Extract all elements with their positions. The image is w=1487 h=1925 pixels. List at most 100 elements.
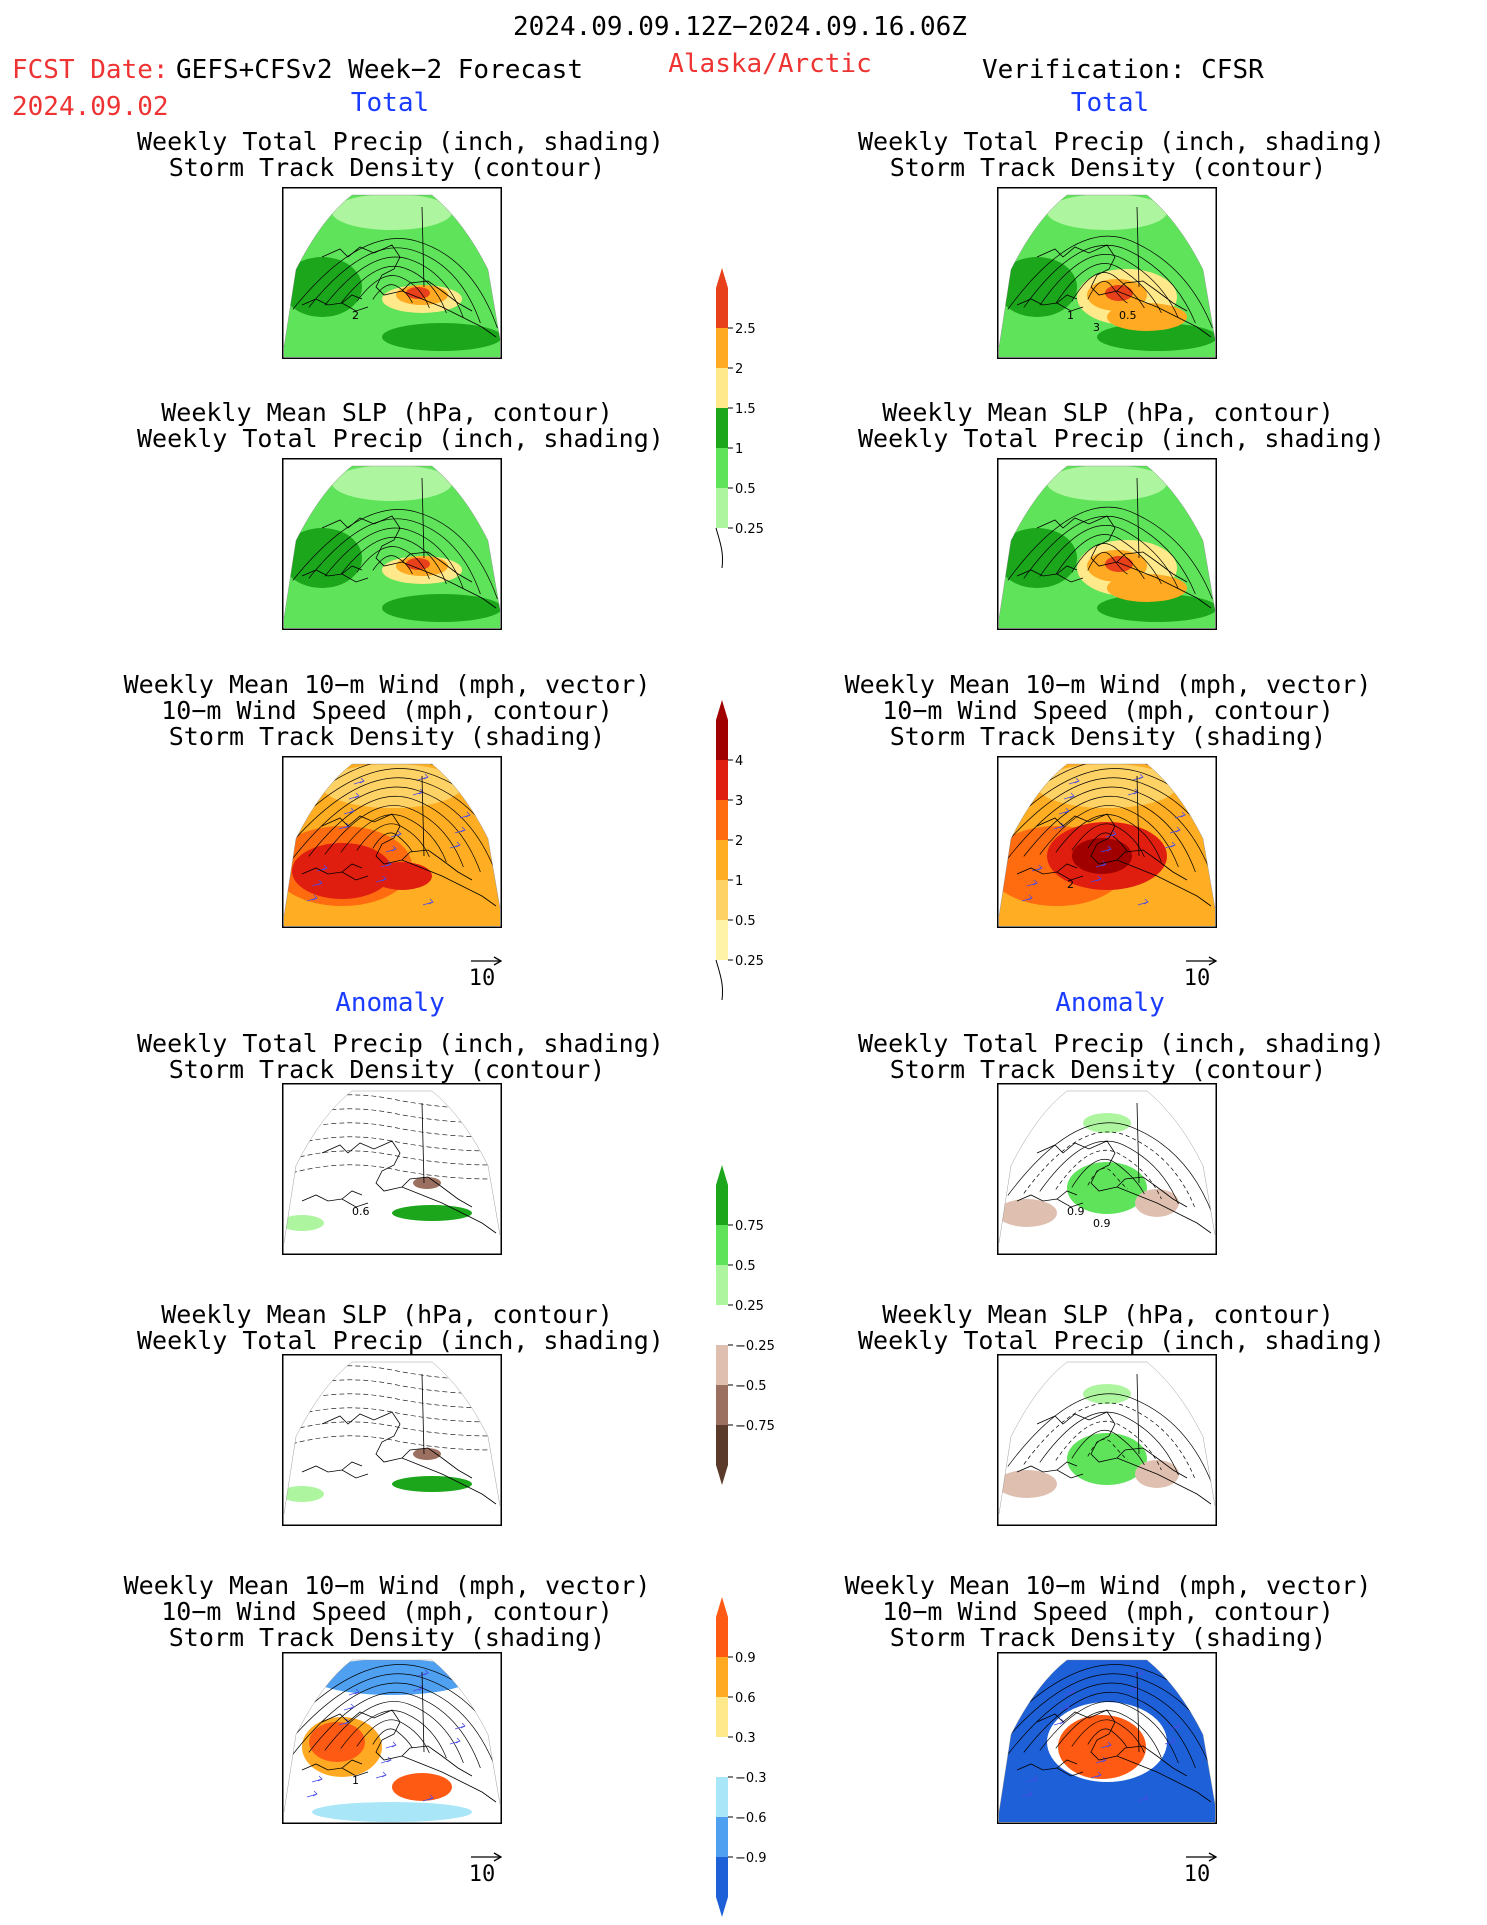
colorbar-tick-label: 1.5: [735, 402, 756, 417]
map-sector: [284, 195, 500, 357]
title-obs-total-slp-1: Weekly Mean SLP (hPa, contour): [882, 398, 1334, 427]
sector-edge: [283, 1090, 501, 1244]
sector-edge: [283, 194, 501, 348]
contour-label: 0.5: [1119, 309, 1137, 322]
colorbar-segment: [716, 368, 728, 408]
colorbar-segment: [716, 1857, 728, 1897]
title-obs-anom-precip-1: Weekly Total Precip (inch, shading): [858, 1029, 1385, 1058]
contour-label: 0.9: [1067, 1205, 1085, 1218]
shade-blob: [1047, 466, 1167, 501]
title-obs-anom-slp-2: Weekly Total Precip (inch, shading): [858, 1326, 1385, 1355]
colorbar-tick-label: −0.25: [735, 1339, 775, 1354]
contour-label: 2: [352, 309, 359, 322]
arrow-right-icon: [471, 1852, 503, 1862]
vector-ref-arrow-1: [462, 954, 512, 970]
colorbar-tick-label: 0.3: [735, 1731, 756, 1746]
colorbar-tick-label: 1: [735, 874, 743, 889]
panel-frame: [997, 1083, 1217, 1255]
colorbar-tick-label: 0.5: [735, 1259, 756, 1274]
panel-frame: [282, 756, 502, 928]
colorbar-tick-label: 2.5: [735, 322, 756, 337]
colorbar-top-triangle: [716, 1165, 728, 1185]
shade-blob: [1067, 1162, 1147, 1214]
section-anomaly-left: Anomaly: [335, 988, 445, 1018]
panel-frame: [282, 1354, 502, 1526]
colorbar-tick-label: 2: [735, 834, 743, 849]
contour-label: 0.6: [352, 1205, 370, 1218]
shade-blob: [1097, 594, 1215, 622]
colorbar-segment: [716, 800, 728, 840]
contour-lines: [1007, 1122, 1213, 1215]
colorbar-tick-label: 0.9: [735, 1651, 756, 1666]
colorbar-segment: [716, 920, 728, 960]
panel-frame: [997, 756, 1217, 928]
shade-blob: [1067, 1433, 1147, 1485]
sector-edge: [283, 1361, 501, 1515]
colorbar-tick-label: 4: [735, 754, 743, 769]
wind-vectors: [1016, 769, 1186, 906]
title-fcst-total-slp-2: Weekly Total Precip (inch, shading): [137, 424, 664, 453]
shade-blob: [312, 1660, 472, 1695]
colorbar-segment: [716, 1737, 728, 1777]
section-anomaly-right: Anomaly: [1055, 988, 1165, 1018]
colorbar-tick-label: −0.75: [735, 1419, 775, 1434]
panel-frame: [997, 1652, 1217, 1824]
map-sector: [284, 466, 500, 628]
title-fcst-total-precip-1: Weekly Total Precip (inch, shading): [137, 127, 664, 156]
title-fcst-anom-slp-2: Weekly Total Precip (inch, shading): [137, 1326, 664, 1355]
colorbar-segment: [716, 1777, 728, 1817]
colorbar-precip-total: 0.25 0.5 1 1.5 2 2.5: [715, 268, 776, 569]
map-obs-anom-slp-precip: [997, 1354, 1217, 1526]
coastline: [301, 775, 497, 907]
title-fcst-total-slp-1: Weekly Mean SLP (hPa, contour): [161, 398, 613, 427]
colorbar-tick-label: −0.6: [735, 1811, 767, 1826]
shade-blob: [406, 558, 430, 570]
panel-frame: [282, 1652, 502, 1824]
coastline: [301, 1102, 497, 1234]
colorbar-segment: [716, 1657, 728, 1697]
title-obs-anom-wind-1: Weekly Mean 10−m Wind (mph, vector): [844, 1571, 1372, 1600]
sector-edge: [998, 763, 1216, 917]
map-fcst-total-slp-precip: [282, 458, 502, 630]
title-obs-total-wind-3: Storm Track Density (shading): [889, 722, 1327, 751]
colorbar-bottom-triangle: [716, 1897, 728, 1917]
title-obs-anom-wind-3: Storm Track Density (shading): [889, 1623, 1327, 1652]
colorbar-tick-label: −0.3: [735, 1771, 767, 1786]
sector-edge: [283, 763, 501, 917]
title-fcst-anom-wind-1: Weekly Mean 10−m Wind (mph, vector): [123, 1571, 651, 1600]
shade-blob: [284, 1486, 324, 1502]
shade-blob: [1105, 556, 1133, 572]
colorbar-tick-label: 0.25: [735, 954, 764, 969]
colorbar-top-triangle: [716, 700, 728, 720]
shade-blob: [309, 1722, 365, 1762]
shade-blob: [372, 862, 432, 890]
map-obs-total-slp-precip: [997, 458, 1217, 630]
arrow-right-icon: [1186, 1852, 1218, 1862]
contour-label: 3: [1093, 321, 1100, 334]
map-fcst-anom-precip-storm: 0.6: [282, 1083, 502, 1255]
panel-frame: [997, 187, 1217, 359]
coastline: [301, 206, 497, 338]
shade-blob: [332, 195, 452, 230]
colorbar-segment: [716, 720, 728, 760]
contour-label: 2: [1067, 878, 1074, 891]
title-obs-total-precip-1: Weekly Total Precip (inch, shading): [858, 127, 1385, 156]
forecast-period: 2024.09.09.12Z−2024.09.16.06Z: [513, 12, 967, 42]
shade-blob: [332, 466, 452, 501]
sector-edge: [998, 1361, 1216, 1515]
colorbar-segment: [716, 1345, 728, 1385]
coastline: [1016, 206, 1212, 338]
map-obs-anom-wind-storm: [997, 1652, 1217, 1824]
map-obs-anom-precip-storm: 0.9 0.9: [997, 1083, 1217, 1255]
sector-edge: [998, 194, 1216, 348]
colorbar-top-triangle: [716, 268, 728, 288]
map-fcst-anom-slp-precip: [282, 1354, 502, 1526]
contour-label: 1: [352, 1774, 359, 1787]
vector-ref-arrow-4: [1177, 1850, 1227, 1866]
sector-edge: [998, 1090, 1216, 1244]
panel-frame: [997, 458, 1217, 630]
coastline: [1016, 1102, 1212, 1234]
fcst-model: GEFS+CFSv2 Week−2 Forecast: [176, 55, 583, 85]
arrow-right-icon: [1186, 956, 1218, 966]
panel-frame: [997, 1354, 1217, 1526]
